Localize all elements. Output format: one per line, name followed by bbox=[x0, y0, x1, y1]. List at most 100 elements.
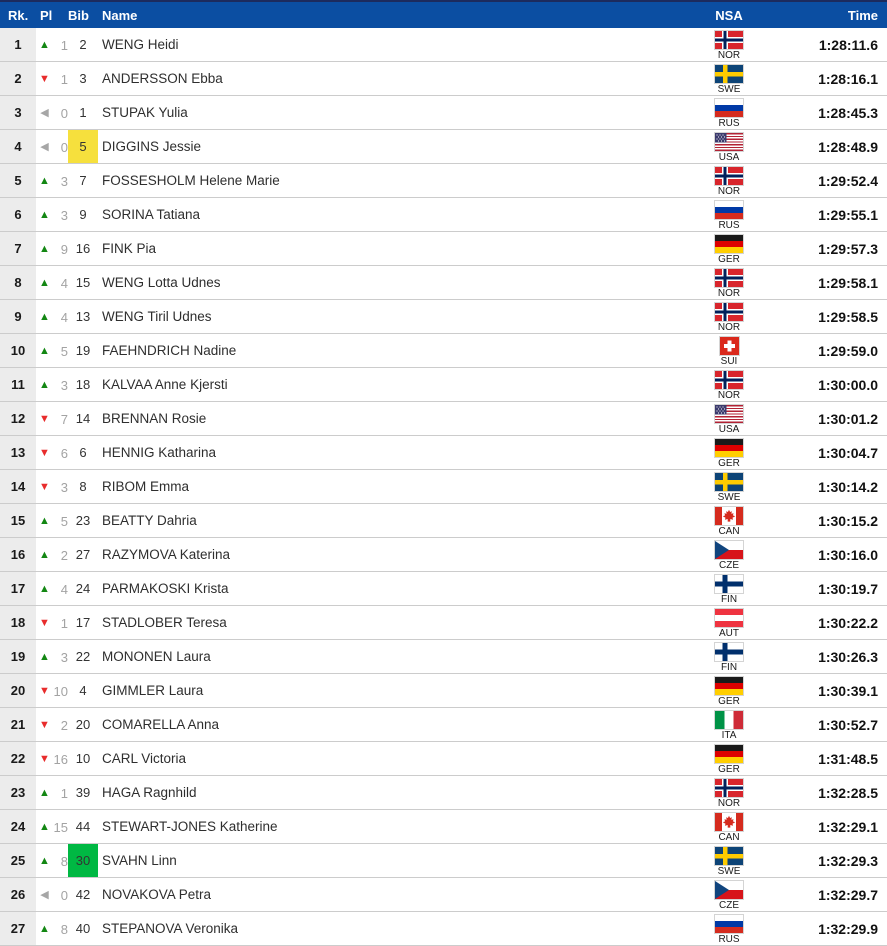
result-row: 22 ▼ 16 10 CARL Victoria GER 1:31:48.5 bbox=[0, 741, 887, 776]
nsa-cell: CAN bbox=[664, 809, 794, 844]
bib-cell: 2 bbox=[68, 28, 98, 62]
result-row: 13 ▼ 6 6 HENNIG Katharina GER 1:30:04.7 bbox=[0, 435, 887, 470]
bib-cell: 15 bbox=[68, 265, 98, 300]
nsa-cell: GER bbox=[664, 673, 794, 708]
place-change-value: 3 bbox=[60, 479, 68, 495]
bib-cell: 22 bbox=[68, 639, 98, 674]
trend-neutral-icon: ◀ bbox=[40, 106, 49, 119]
flag-can-icon bbox=[714, 506, 744, 526]
place-change-cell: ▼ 7 bbox=[36, 401, 68, 436]
athlete-name: SVAHN Linn bbox=[98, 843, 664, 878]
athlete-name: STADLOBER Teresa bbox=[98, 605, 664, 640]
place-change-value: 16 bbox=[53, 751, 68, 767]
result-row: 2 ▼ 1 3 ANDERSSON Ebba SWE 1:28:16.1 bbox=[0, 61, 887, 96]
place-change-cell: ◀ 0 bbox=[36, 877, 68, 912]
place-change-value: 3 bbox=[60, 173, 68, 189]
time-cell: 1:28:48.9 bbox=[794, 129, 887, 164]
nsa-cell: RUS bbox=[664, 95, 794, 130]
flag-slot bbox=[664, 914, 794, 934]
flag-slot bbox=[664, 812, 794, 832]
athlete-name: RIBOM Emma bbox=[98, 469, 664, 504]
place-change-cell: ▲ 5 bbox=[36, 503, 68, 538]
bib-cell: 17 bbox=[68, 605, 98, 640]
flag-slot bbox=[664, 98, 794, 118]
bib-cell: 8 bbox=[68, 469, 98, 504]
nsa-cell: NOR bbox=[664, 367, 794, 402]
header-row: Rk. Pl Bib Name NSA Time bbox=[0, 0, 887, 28]
flag-cze-icon bbox=[714, 880, 744, 900]
flag-swe-icon bbox=[714, 64, 744, 84]
time-cell: 1:30:22.2 bbox=[794, 605, 887, 640]
place-change-value: 1 bbox=[60, 71, 68, 87]
time-cell: 1:30:00.0 bbox=[794, 367, 887, 402]
athlete-name: NOVAKOVA Petra bbox=[98, 877, 664, 912]
flag-slot bbox=[664, 846, 794, 866]
bib-cell: 23 bbox=[68, 503, 98, 538]
bib-cell: 27 bbox=[68, 537, 98, 572]
flag-slot bbox=[664, 710, 794, 730]
flag-slot bbox=[664, 404, 794, 424]
trend-up-icon: ▲ bbox=[39, 582, 50, 595]
bib-cell: 5 bbox=[68, 129, 98, 164]
flag-nor-icon bbox=[714, 370, 744, 390]
flag-slot bbox=[664, 744, 794, 764]
nsa-cell: NOR bbox=[664, 163, 794, 198]
time-cell: 1:29:57.3 bbox=[794, 231, 887, 266]
rank-cell: 25 bbox=[0, 843, 36, 878]
result-row: 8 ▲ 4 15 WENG Lotta Udnes NOR 1:29:58.1 bbox=[0, 265, 887, 300]
trend-neutral-icon: ◀ bbox=[40, 140, 49, 153]
flag-slot bbox=[664, 370, 794, 390]
place-change-cell: ▲ 3 bbox=[36, 639, 68, 674]
nsa-cell: USA bbox=[664, 129, 794, 164]
flag-ger-icon bbox=[714, 234, 744, 254]
flag-nor-icon bbox=[714, 268, 744, 288]
athlete-name: FAEHNDRICH Nadine bbox=[98, 333, 664, 368]
flag-swe-icon bbox=[714, 846, 744, 866]
nsa-cell: NOR bbox=[664, 299, 794, 334]
athlete-name: FINK Pia bbox=[98, 231, 664, 266]
col-header-place-change: Pl bbox=[36, 0, 68, 28]
trend-up-icon: ▲ bbox=[39, 854, 50, 867]
rank-cell: 17 bbox=[0, 571, 36, 606]
result-row: 19 ▲ 3 22 MONONEN Laura FIN 1:30:26.3 bbox=[0, 639, 887, 674]
flag-nor-icon bbox=[714, 30, 744, 50]
bib-cell: 44 bbox=[68, 809, 98, 844]
rank-cell: 9 bbox=[0, 299, 36, 334]
place-change-value: 2 bbox=[60, 547, 68, 563]
nsa-code: RUS bbox=[718, 118, 740, 129]
athlete-name: RAZYMOVA Katerina bbox=[98, 537, 664, 572]
rank-cell: 11 bbox=[0, 367, 36, 402]
place-change-cell: ▲ 4 bbox=[36, 571, 68, 606]
place-change-cell: ▲ 4 bbox=[36, 265, 68, 300]
nsa-cell: AUT bbox=[664, 605, 794, 640]
trend-up-icon: ▲ bbox=[39, 344, 50, 357]
time-cell: 1:31:48.5 bbox=[794, 741, 887, 776]
flag-rus-icon bbox=[714, 914, 744, 934]
trend-up-icon: ▲ bbox=[39, 38, 50, 51]
time-cell: 1:30:01.2 bbox=[794, 401, 887, 436]
flag-slot bbox=[664, 268, 794, 288]
nsa-code: AUT bbox=[719, 628, 739, 639]
athlete-name: STEWART-JONES Katherine bbox=[98, 809, 664, 844]
nsa-cell: GER bbox=[664, 231, 794, 266]
time-cell: 1:29:58.1 bbox=[794, 265, 887, 300]
place-change-cell: ▼ 1 bbox=[36, 61, 68, 96]
nsa-code: FIN bbox=[720, 594, 738, 605]
flag-nor-icon bbox=[714, 778, 744, 798]
nsa-cell: ITA bbox=[664, 707, 794, 742]
trend-up-icon: ▲ bbox=[39, 548, 50, 561]
rank-cell: 1 bbox=[0, 28, 36, 62]
rank-cell: 14 bbox=[0, 469, 36, 504]
nsa-code: SWE bbox=[717, 492, 741, 503]
rank-cell: 18 bbox=[0, 605, 36, 640]
flag-slot bbox=[664, 778, 794, 798]
result-row: 4 ◀ 0 5 DIGGINS Jessie USA 1:28:48.9 bbox=[0, 129, 887, 164]
flag-slot bbox=[664, 30, 794, 50]
time-cell: 1:30:14.2 bbox=[794, 469, 887, 504]
result-row: 9 ▲ 4 13 WENG Tiril Udnes NOR 1:29:58.5 bbox=[0, 299, 887, 334]
place-change-cell: ▲ 1 bbox=[36, 28, 68, 62]
place-change-value: 1 bbox=[60, 37, 68, 53]
result-row: 23 ▲ 1 39 HAGA Ragnhild NOR 1:32:28.5 bbox=[0, 775, 887, 810]
trend-up-icon: ▲ bbox=[39, 820, 50, 833]
nsa-cell: SWE bbox=[664, 61, 794, 96]
